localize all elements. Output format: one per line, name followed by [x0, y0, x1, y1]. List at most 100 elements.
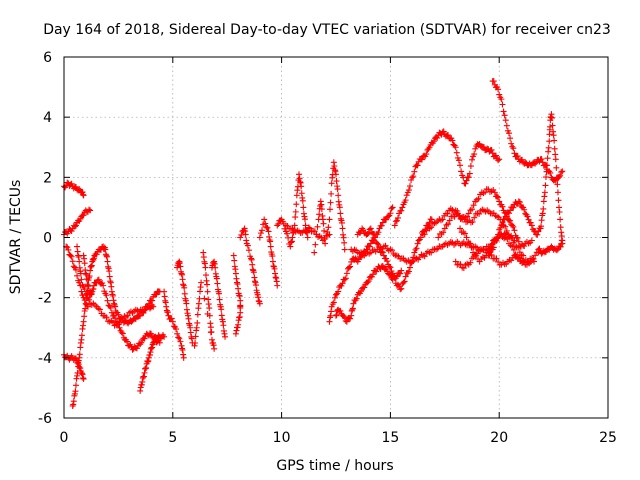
data-point [542, 174, 549, 181]
data-point [244, 242, 251, 249]
data-point [337, 210, 344, 217]
series-track-23 [391, 128, 503, 229]
data-point [343, 318, 350, 325]
data-point [267, 238, 274, 245]
x-tick-label: 10 [273, 430, 291, 446]
data-point [71, 223, 78, 230]
data-point [428, 249, 435, 256]
data-point [81, 260, 88, 267]
data-point [267, 243, 274, 250]
data-point [449, 137, 456, 144]
data-point [509, 243, 516, 250]
data-point [536, 245, 543, 252]
data-point [405, 268, 412, 275]
data-point [343, 270, 350, 277]
data-point [341, 239, 348, 246]
data-point [524, 213, 531, 220]
data-point [510, 246, 517, 253]
series-track-1 [61, 179, 87, 199]
data-point [423, 151, 430, 158]
data-point [82, 291, 89, 298]
data-point [174, 330, 181, 337]
data-point [469, 218, 476, 225]
data-point [516, 199, 523, 206]
data-point [366, 243, 373, 250]
data-point [476, 210, 483, 217]
data-point [379, 219, 386, 226]
data-point [389, 204, 396, 211]
data-point [471, 151, 478, 158]
data-point [553, 164, 560, 171]
data-point [341, 246, 348, 253]
data-point [339, 225, 346, 232]
data-point [350, 300, 357, 307]
data-point [482, 246, 489, 253]
data-point [515, 238, 522, 245]
data-point [177, 263, 184, 270]
data-point [202, 264, 209, 271]
data-point [245, 247, 252, 254]
data-point [383, 255, 390, 262]
data-point [74, 272, 81, 279]
data-point [428, 224, 435, 231]
data-point [274, 282, 281, 289]
data-point [544, 155, 551, 162]
data-point [124, 338, 131, 345]
data-point [72, 388, 79, 395]
data-point [453, 149, 460, 156]
data-point [385, 213, 392, 220]
data-point [490, 78, 497, 85]
data-point [312, 241, 319, 248]
data-point [118, 329, 125, 336]
data-point [335, 192, 342, 199]
data-point [372, 234, 379, 241]
data-point [469, 156, 475, 163]
data-point [421, 231, 428, 238]
y-tick-label: 4 [43, 110, 52, 126]
data-point [216, 290, 223, 297]
data-point [103, 292, 110, 299]
data-point [498, 96, 505, 103]
data-point [509, 143, 516, 150]
data-point [347, 315, 354, 322]
data-point [403, 192, 410, 199]
data-point [401, 278, 408, 285]
data-point [100, 282, 107, 289]
data-point [81, 313, 88, 320]
chart-title: Day 164 of 2018, Sidereal Day-to-day VTE… [43, 22, 611, 38]
data-point [108, 309, 115, 316]
data-point [493, 255, 500, 262]
data-point [314, 223, 321, 230]
data-point [497, 230, 504, 237]
data-point [548, 115, 555, 122]
data-point [430, 138, 437, 145]
data-point [390, 272, 397, 279]
data-point [334, 186, 341, 193]
data-point [327, 206, 334, 213]
data-point [491, 189, 498, 196]
data-point [360, 227, 367, 234]
data-point [250, 269, 257, 276]
data-point [514, 153, 521, 160]
data-point [328, 190, 335, 197]
data-point [81, 286, 88, 293]
data-point [328, 303, 335, 310]
data-point [262, 220, 269, 227]
data-point [67, 252, 74, 259]
data-point [496, 156, 503, 163]
data-point [148, 330, 155, 337]
data-point [78, 276, 85, 283]
data-point [330, 299, 337, 306]
data-point [331, 294, 338, 301]
y-axis-label: SDTVAR / TECUs [8, 180, 24, 295]
data-point [398, 207, 405, 214]
data-point [74, 243, 81, 250]
data-point [183, 300, 190, 307]
data-point [502, 117, 509, 124]
y-tick-label: -4 [38, 351, 52, 367]
data-point [300, 204, 307, 211]
data-point [391, 222, 398, 229]
data-point [398, 267, 405, 274]
data-point [440, 128, 447, 135]
data-point [374, 240, 381, 247]
